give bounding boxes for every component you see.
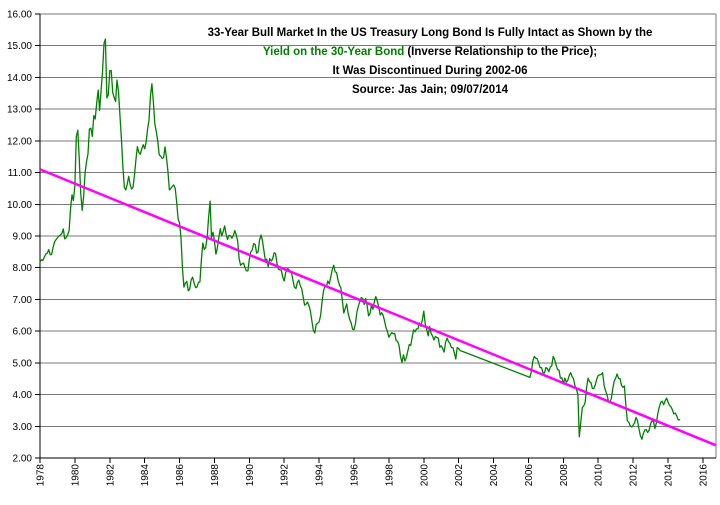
- title-line-1: 33-Year Bull Market In the US Treasury L…: [208, 27, 653, 39]
- x-axis-tick-label: 2006: [524, 464, 535, 487]
- x-axis-tick-label: 1994: [315, 464, 326, 487]
- y-axis-tick-label: 7.00: [13, 295, 33, 306]
- y-axis-tick-label: 15.00: [7, 41, 32, 52]
- series-lines: [39, 38, 717, 447]
- chart-title: 33-Year Bull Market In the US Treasury L…: [208, 27, 653, 96]
- y-axis-tick-label: 10.00: [7, 200, 32, 211]
- x-axis-tick-label: 2008: [559, 464, 570, 487]
- x-axis-tick-label: 1990: [245, 464, 256, 487]
- x-axis-tick-label: 1998: [384, 464, 395, 487]
- x-axis-tick-label: 2004: [489, 464, 500, 487]
- x-axis-tick-label: 1988: [210, 464, 221, 487]
- y-axis-tick-label: 16.00: [7, 10, 32, 21]
- x-axis-tick-label: 1996: [350, 464, 361, 487]
- y-axis-tick-label: 2.00: [13, 454, 33, 465]
- x-axis-tick-label: 1984: [140, 464, 151, 487]
- trend-line: [39, 168, 717, 447]
- x-axis-tick-label: 2012: [629, 464, 640, 487]
- x-axis-tick-label: 1982: [105, 464, 116, 487]
- title-line-4: Source: Jas Jain; 09/07/2014: [352, 84, 509, 96]
- x-axis-tick-label: 1992: [280, 464, 291, 487]
- title-line-3: It Was Discontinued During 2002-06: [332, 65, 527, 77]
- y-axis-tick-label: 9.00: [13, 232, 33, 243]
- x-axis-tick-label: 1978: [36, 464, 47, 487]
- x-axis-tick-label: 1980: [70, 464, 81, 487]
- y-axis-tick-label: 12.00: [7, 136, 32, 147]
- title-line-2-green: Yield on the 30-Year Bond: [263, 46, 404, 58]
- y-axis-tick-label: 13.00: [7, 105, 32, 116]
- y-axis-tick-label: 6.00: [13, 327, 33, 338]
- x-axis-tick-label: 2002: [454, 464, 465, 487]
- y-axis-tick-label: 4.00: [13, 390, 33, 401]
- x-axis-tick-label: 2014: [664, 464, 675, 487]
- title-line-2: Yield on the 30-Year Bond (Inverse Relati…: [263, 46, 597, 58]
- y-axis-labels: 16.00 15.00 14.00 13.00 12.00 11.00 10.00 9.00 8…: [7, 10, 32, 465]
- x-axis-tick-label: 2010: [594, 464, 605, 487]
- y-axis-tick-label: 3.00: [13, 422, 33, 433]
- axes: [35, 13, 716, 463]
- x-axis-labels: 1978 1980 1982 1984 1986 1988 1990 1992 1994 1996…: [36, 464, 710, 487]
- x-axis-tick-label: 2016: [698, 464, 709, 487]
- x-axis-tick-label: 2000: [419, 464, 430, 487]
- y-axis-tick-label: 14.00: [7, 73, 32, 84]
- title-line-2-black: (Inverse Relationship to the Price);: [407, 46, 597, 58]
- y-axis-tick-label: 5.00: [13, 358, 33, 369]
- y-axis-tick-label: 11.00: [8, 168, 33, 179]
- x-axis-tick-label: 1986: [175, 464, 186, 487]
- y-axis-tick-label: 8.00: [13, 263, 33, 274]
